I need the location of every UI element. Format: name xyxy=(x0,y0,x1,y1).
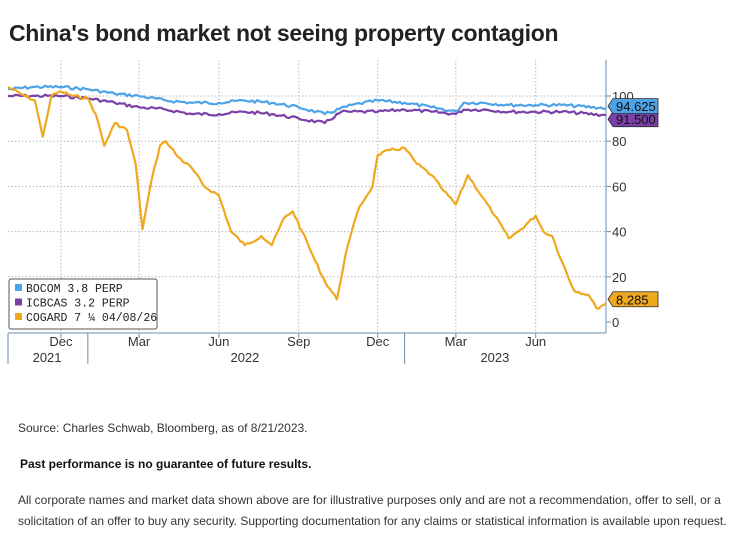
x-tick-label: Jun xyxy=(208,334,229,349)
series-lines xyxy=(7,84,607,310)
legend-swatch xyxy=(15,298,22,306)
x-year-label: 2022 xyxy=(230,350,259,365)
x-tick-label: Mar xyxy=(445,334,468,349)
icbcas-last-value-text: 91.500 xyxy=(616,112,656,127)
chart-title: China's bond market not seeing property … xyxy=(9,20,559,46)
legend-label: COGARD 7 ¼ 04/08/26 xyxy=(26,312,157,325)
legend-box xyxy=(8,278,158,330)
cogard-last-value-box xyxy=(607,291,659,308)
x-tick-label: Jun xyxy=(525,334,546,349)
performance-note: Past performance is no guarantee of futu… xyxy=(20,457,312,471)
y-tick-label: 40 xyxy=(612,225,626,240)
legend-swatch xyxy=(15,313,22,320)
legend-label: ICBCAS 3.2 PERP xyxy=(26,298,130,311)
disclaimer-note: All corporate names and market data show… xyxy=(18,493,727,528)
series-line-2 xyxy=(8,93,607,125)
x-tick-label: Sep xyxy=(287,334,310,349)
bocom-last-value-text: 94.625 xyxy=(616,99,656,114)
cogard-last-value-text: 8.285 xyxy=(616,292,649,307)
y-tick-label: 20 xyxy=(612,270,626,285)
y-tick-label: 0 xyxy=(612,315,619,330)
y-tick-label: 80 xyxy=(612,134,626,149)
x-tick-label: Mar xyxy=(128,334,151,349)
legend-label: BOCOM 3.8 PERP xyxy=(26,283,123,296)
x-year-label: 2023 xyxy=(480,350,509,365)
x-tick-label: Dec xyxy=(49,334,73,349)
x-tick-label: Dec xyxy=(366,334,390,349)
bocom-last-value-box xyxy=(607,98,659,115)
x-year-label: 2021 xyxy=(33,350,62,365)
series-line-3 xyxy=(7,86,607,310)
y-tick-label: 60 xyxy=(612,179,626,194)
source-note: Source: Charles Schwab, Bloomberg, as of… xyxy=(18,421,308,435)
series-line-1 xyxy=(7,84,607,116)
legend-swatch xyxy=(15,284,22,291)
